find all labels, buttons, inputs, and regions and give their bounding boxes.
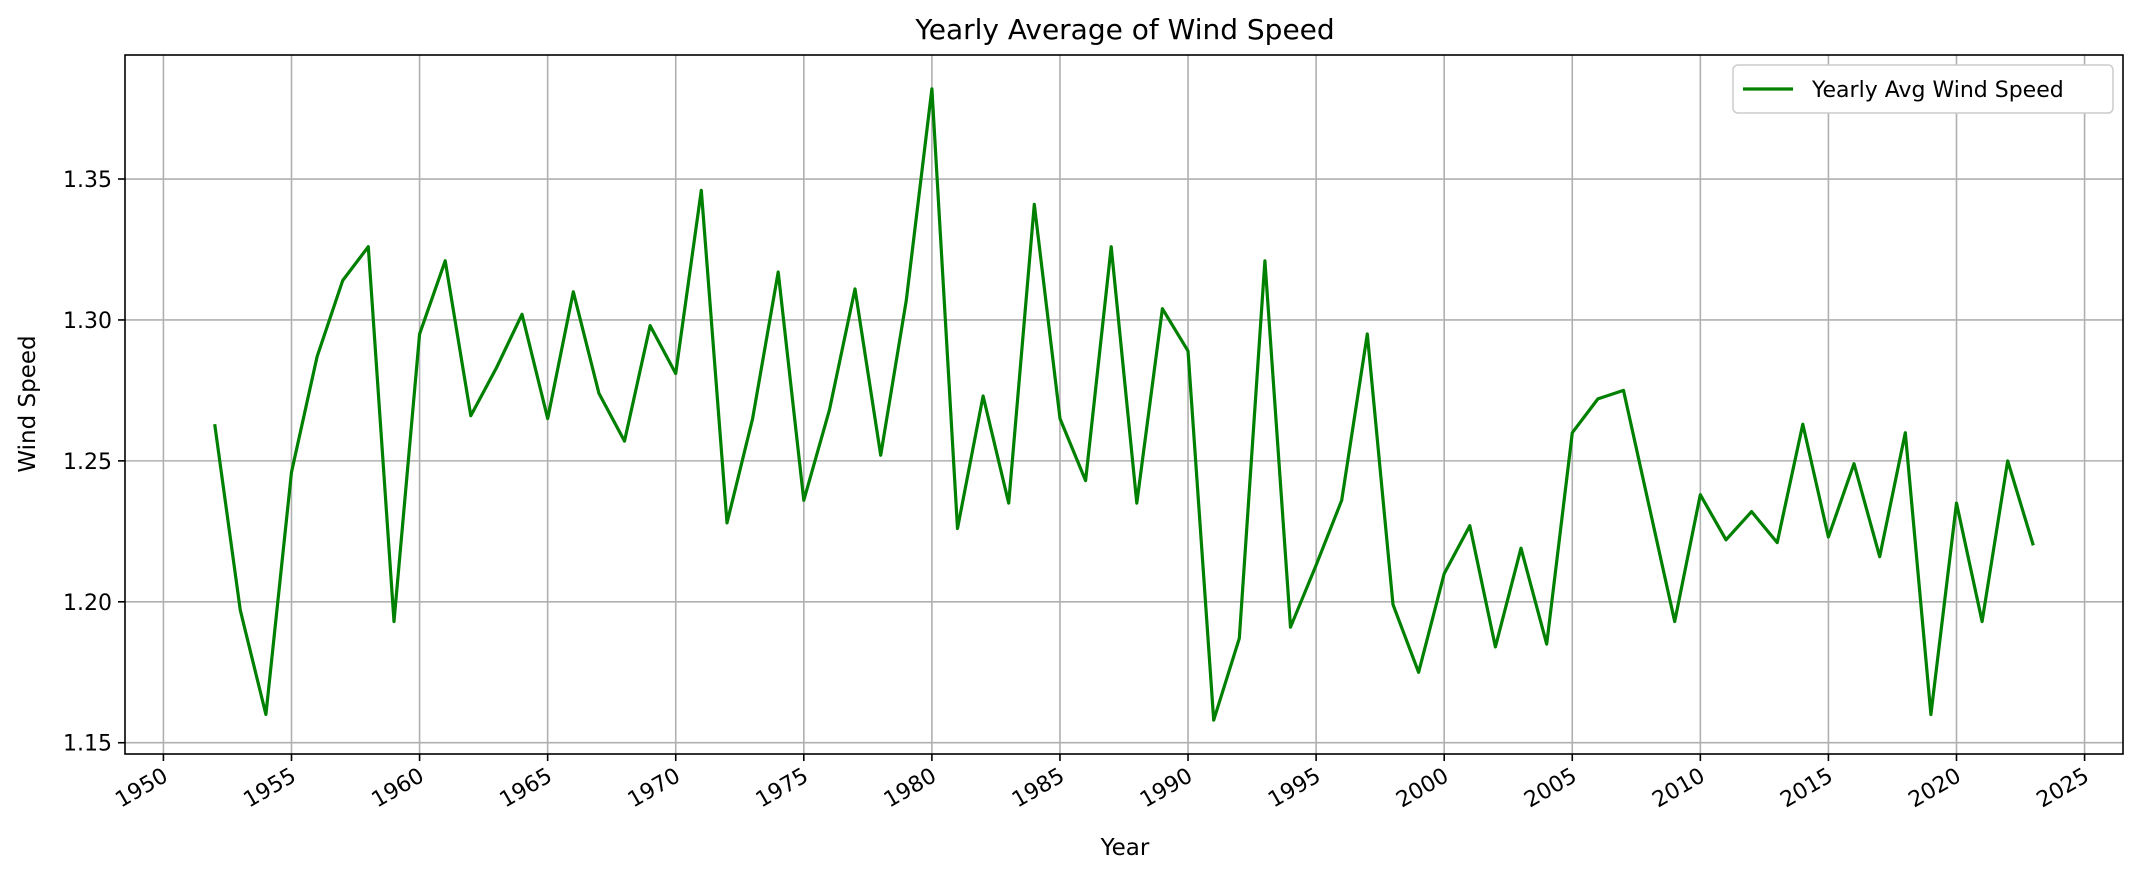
plot-frame [124, 54, 2124, 755]
x-tick-label: 2000 [1392, 764, 1453, 814]
x-tick-label: 1970 [624, 764, 685, 814]
x-tick-label: 1990 [1136, 764, 1197, 814]
x-tick-label: 1995 [1264, 764, 1325, 814]
y-tick-label: 1.30 [63, 309, 112, 334]
x-axis-label: Year [1100, 835, 1150, 861]
x-tick-label: 1975 [752, 764, 813, 814]
x-tick-label: 1955 [240, 764, 301, 814]
chart-title: Yearly Average of Wind Speed [914, 13, 1334, 46]
x-tick-label: 1985 [1008, 764, 1069, 814]
x-tick-label: 1965 [496, 764, 557, 814]
x-tick-label: 2015 [1776, 764, 1837, 814]
y-tick-label: 1.20 [63, 591, 112, 616]
x-tick-label: 2020 [1905, 764, 1966, 814]
legend-box [1732, 64, 2114, 114]
x-tick-label: 1950 [111, 764, 172, 814]
legend-label: Yearly Avg Wind Speed [1811, 78, 2064, 103]
y-tick-label: 1.35 [63, 168, 112, 193]
x-tick-label: 2005 [1520, 764, 1581, 814]
x-tick-label: 1960 [368, 764, 429, 814]
x-tick-label: 1980 [880, 764, 941, 814]
x-tick-label: 2010 [1648, 764, 1709, 814]
y-tick-label: 1.25 [63, 450, 112, 475]
grid [125, 55, 2123, 754]
series-line [213, 87, 2035, 722]
y-axis-label: Wind Speed [15, 335, 41, 472]
x-axis-ticks: 1950 1955 1960 1965 1970 1975 1980 1985 1990 1995… [111, 754, 2094, 814]
y-tick-label: 1.15 [63, 732, 112, 757]
series-layer [213, 87, 2035, 722]
y-axis-ticks: 1.15 1.20 1.25 1.30 1.35 [63, 168, 125, 757]
legend: Yearly Avg Wind Speed [1732, 64, 2114, 114]
x-tick-label: 2025 [2033, 764, 2094, 814]
